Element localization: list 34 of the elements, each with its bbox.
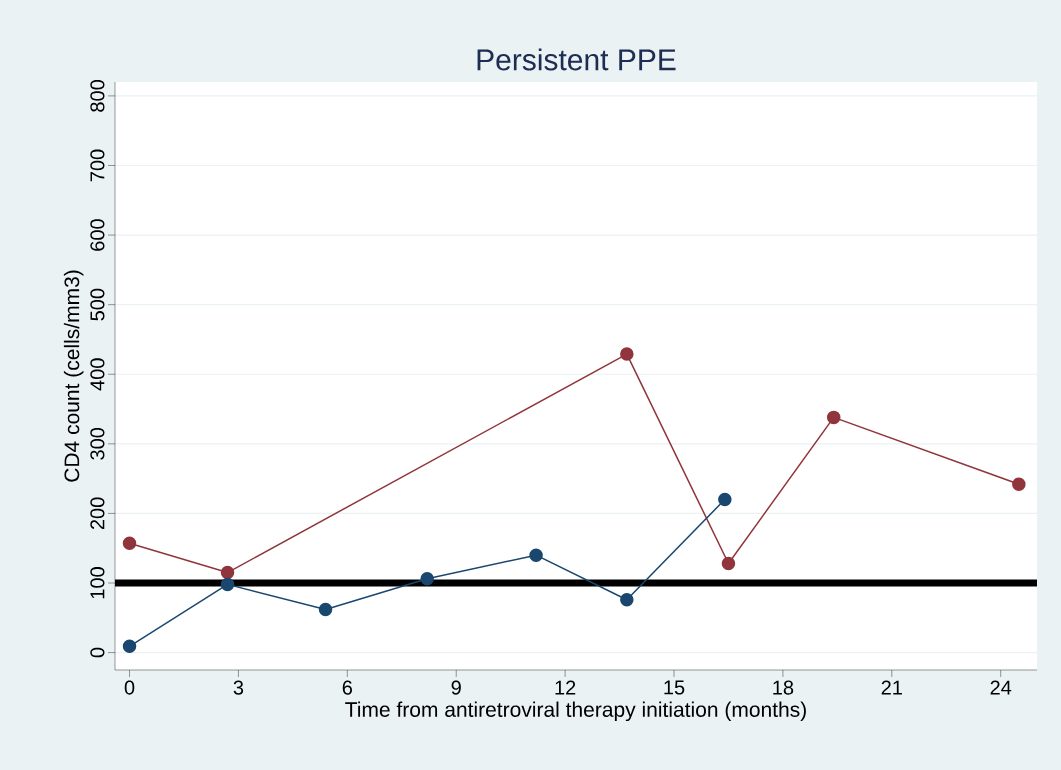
y-tick-label: 600 bbox=[90, 219, 105, 251]
x-tick-label: 3 bbox=[233, 680, 244, 695]
point bbox=[721, 556, 736, 571]
y-tick-label: 200 bbox=[90, 497, 105, 530]
y-tick-label: 400 bbox=[90, 358, 105, 391]
y-tick-label: 100 bbox=[90, 567, 105, 599]
x-tick-label: 18 bbox=[773, 680, 794, 695]
x-tick-label: 21 bbox=[881, 680, 902, 695]
y-axis-title: CD4 count (cells/mm3) bbox=[63, 270, 84, 482]
x-tick-label: 24 bbox=[990, 680, 1012, 695]
x-axis-title: Time from antiretroviral therapy initiation (months) bbox=[345, 701, 806, 722]
point bbox=[220, 565, 235, 580]
point bbox=[220, 577, 235, 592]
y-tick-label: 700 bbox=[90, 149, 105, 182]
x-tick-label: 0 bbox=[124, 680, 135, 695]
y-tick-label: 300 bbox=[90, 427, 105, 460]
x-tick-label: 12 bbox=[555, 680, 576, 695]
point bbox=[529, 548, 543, 562]
point bbox=[620, 592, 634, 607]
x-tick-label: 9 bbox=[451, 680, 461, 695]
x-tick-label: 15 bbox=[664, 680, 685, 695]
point bbox=[318, 602, 333, 617]
point bbox=[718, 492, 732, 507]
chart-title: Persistent PPE bbox=[477, 48, 676, 71]
point bbox=[620, 347, 634, 361]
point bbox=[1012, 477, 1026, 491]
y-tick-label: 800 bbox=[90, 80, 105, 112]
point bbox=[122, 639, 137, 654]
point bbox=[826, 410, 841, 425]
point bbox=[420, 572, 434, 586]
point bbox=[122, 536, 137, 551]
x-tick-label: 6 bbox=[342, 680, 352, 695]
y-tick-label: 500 bbox=[90, 288, 105, 321]
y-tick-label: 0 bbox=[90, 647, 105, 658]
